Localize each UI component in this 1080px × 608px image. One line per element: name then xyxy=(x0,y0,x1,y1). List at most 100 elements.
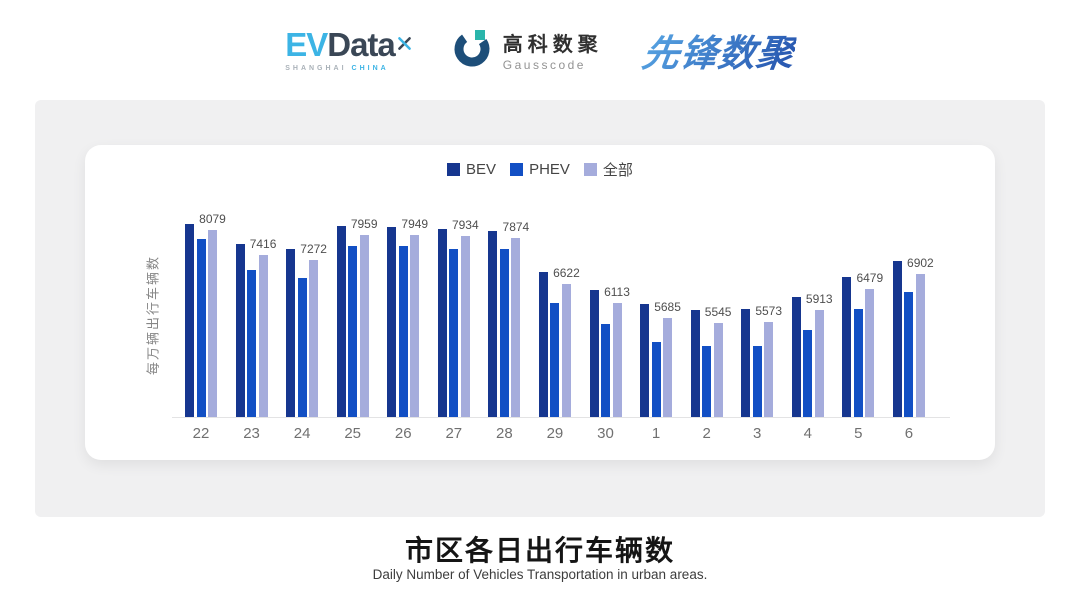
bar-group-24: 7272 xyxy=(286,242,327,417)
evdata-data-text: Data xyxy=(327,26,396,63)
bar-PHEV-3[interactable] xyxy=(752,346,762,417)
legend-item-PHEV[interactable]: PHEV xyxy=(510,161,570,178)
bar-PHEV-23[interactable] xyxy=(247,270,257,417)
bar-全部-30[interactable]: 6113 xyxy=(604,285,630,417)
bar-PHEV-26[interactable] xyxy=(398,246,408,417)
bar-PHEV-5[interactable] xyxy=(853,308,863,417)
header: EV Data SHANGHAI CHINA 高科数聚 Gausscode 先锋数… xyxy=(0,16,1080,84)
bar-全部-27[interactable]: 7934 xyxy=(452,218,479,417)
legend-swatch-icon xyxy=(583,163,597,176)
bar-value-label: 5545 xyxy=(704,305,732,320)
legend-item-BEV[interactable]: BEV xyxy=(447,161,496,178)
evdata-star-icon xyxy=(396,24,413,57)
bar-value-label: 6902 xyxy=(907,255,934,270)
bar-全部-25[interactable]: 7959 xyxy=(351,217,378,417)
evdata-wordmark: EV Data xyxy=(285,28,413,61)
bar-group-30: 6113 xyxy=(589,285,630,417)
bar-全部-6[interactable]: 6902 xyxy=(907,256,934,417)
bar-value-label: 6622 xyxy=(553,265,580,280)
chart-card: BEV PHEV 全部 每万辆出行车辆数 8079 7416 7272 7959 7949 7… xyxy=(85,145,995,460)
bar-BEV-5[interactable] xyxy=(842,276,852,417)
bar-全部-4[interactable]: 5913 xyxy=(806,292,833,417)
bar-value-label: 8079 xyxy=(199,212,226,227)
bar-全部-24[interactable]: 7272 xyxy=(300,242,327,417)
bar-value-label: 6113 xyxy=(604,284,630,299)
chart-subtitle: Daily Number of Vehicles Transportation … xyxy=(372,567,708,582)
x-tick-3: 3 xyxy=(753,425,762,442)
bar-BEV-29[interactable] xyxy=(538,272,548,417)
bar-全部-3[interactable]: 5573 xyxy=(755,304,782,417)
bar-PHEV-27[interactable] xyxy=(449,248,459,417)
bar-value-label: 5685 xyxy=(654,300,681,315)
legend-swatch-icon xyxy=(447,163,461,176)
bar-BEV-6[interactable] xyxy=(892,261,902,417)
bar-全部-28[interactable]: 7874 xyxy=(503,220,529,417)
bar-BEV-28[interactable] xyxy=(488,230,498,417)
bar-BEV-26[interactable] xyxy=(387,226,397,417)
bar-全部-5[interactable]: 6479 xyxy=(856,271,883,417)
x-tick-22: 22 xyxy=(192,425,210,442)
chart-panel: BEV PHEV 全部 每万辆出行车辆数 8079 7416 7272 7959 7949 7… xyxy=(35,100,1045,517)
bar-BEV-4[interactable] xyxy=(791,296,801,417)
bar-group-1: 5685 xyxy=(640,300,681,417)
bar-全部-2[interactable]: 5545 xyxy=(705,305,731,417)
bar-BEV-3[interactable] xyxy=(741,309,751,417)
bar-BEV-22[interactable] xyxy=(185,223,194,417)
x-tick-27: 27 xyxy=(445,425,463,442)
evdata-subtext-left: SHANGHAI xyxy=(285,65,347,72)
bar-group-23: 7416 xyxy=(235,237,276,417)
evdata-subtext-right: CHINA xyxy=(351,65,389,72)
bar-PHEV-1[interactable] xyxy=(651,342,661,417)
bar-BEV-2[interactable] xyxy=(690,310,700,417)
bar-PHEV-30[interactable] xyxy=(601,324,610,417)
gausscode-g-icon xyxy=(453,28,493,73)
legend-label: 全部 xyxy=(602,162,633,179)
bar-group-3: 5573 xyxy=(741,304,782,417)
bar-全部-23[interactable]: 7416 xyxy=(250,237,276,417)
x-tick-25: 25 xyxy=(344,425,362,442)
bar-BEV-1[interactable] xyxy=(640,304,650,417)
legend: BEV PHEV 全部 xyxy=(85,159,995,180)
bar-PHEV-29[interactable] xyxy=(550,303,560,417)
x-tick-1: 1 xyxy=(651,425,661,442)
legend-swatch-icon xyxy=(510,163,524,176)
bar-value-label: 5913 xyxy=(805,291,833,306)
bar-group-22: 8079 xyxy=(185,212,226,417)
xianfeng-logo: 先锋数聚 xyxy=(639,23,799,77)
x-tick-29: 29 xyxy=(546,425,564,442)
bar-PHEV-22[interactable] xyxy=(196,238,206,417)
bar-PHEV-25[interactable] xyxy=(348,246,358,417)
evdata-subtext: SHANGHAI CHINA xyxy=(285,65,413,72)
gausscode-name-en: Gausscode xyxy=(502,58,586,72)
x-tick-28: 28 xyxy=(496,425,513,442)
bar-全部-22[interactable]: 8079 xyxy=(199,212,226,417)
bar-PHEV-6[interactable] xyxy=(904,292,914,417)
chart-title: 市区各日出行车辆数 xyxy=(404,535,675,566)
x-tick-30: 30 xyxy=(597,425,614,442)
bar-全部-26[interactable]: 7949 xyxy=(401,217,428,417)
legend-label: BEV xyxy=(466,161,497,178)
bar-BEV-30[interactable] xyxy=(589,290,599,417)
bar-value-label: 7874 xyxy=(502,219,530,234)
bar-BEV-27[interactable] xyxy=(437,229,447,417)
bar-group-28: 7874 xyxy=(488,220,529,417)
gausscode-text: 高科数聚 Gausscode xyxy=(503,28,603,72)
x-tick-23: 23 xyxy=(243,425,260,442)
legend-label: PHEV xyxy=(529,161,570,178)
bar-BEV-24[interactable] xyxy=(286,248,296,417)
bar-PHEV-4[interactable] xyxy=(803,330,813,417)
bar-group-5: 6479 xyxy=(842,271,883,417)
bar-BEV-25[interactable] xyxy=(336,226,346,417)
bar-全部-1[interactable]: 5685 xyxy=(654,300,681,417)
y-axis-title: 每万辆出行车辆数 xyxy=(145,254,161,376)
bar-group-4: 5913 xyxy=(791,292,833,417)
bar-PHEV-24[interactable] xyxy=(297,277,307,417)
bar-全部-29[interactable]: 6622 xyxy=(553,266,580,417)
bar-group-29: 6622 xyxy=(538,266,580,417)
bar-PHEV-2[interactable] xyxy=(702,346,712,417)
bar-value-label: 5573 xyxy=(755,304,783,319)
bar-PHEV-28[interactable] xyxy=(499,248,509,417)
legend-item-全部[interactable]: 全部 xyxy=(583,159,633,180)
bar-BEV-23[interactable] xyxy=(235,244,245,417)
